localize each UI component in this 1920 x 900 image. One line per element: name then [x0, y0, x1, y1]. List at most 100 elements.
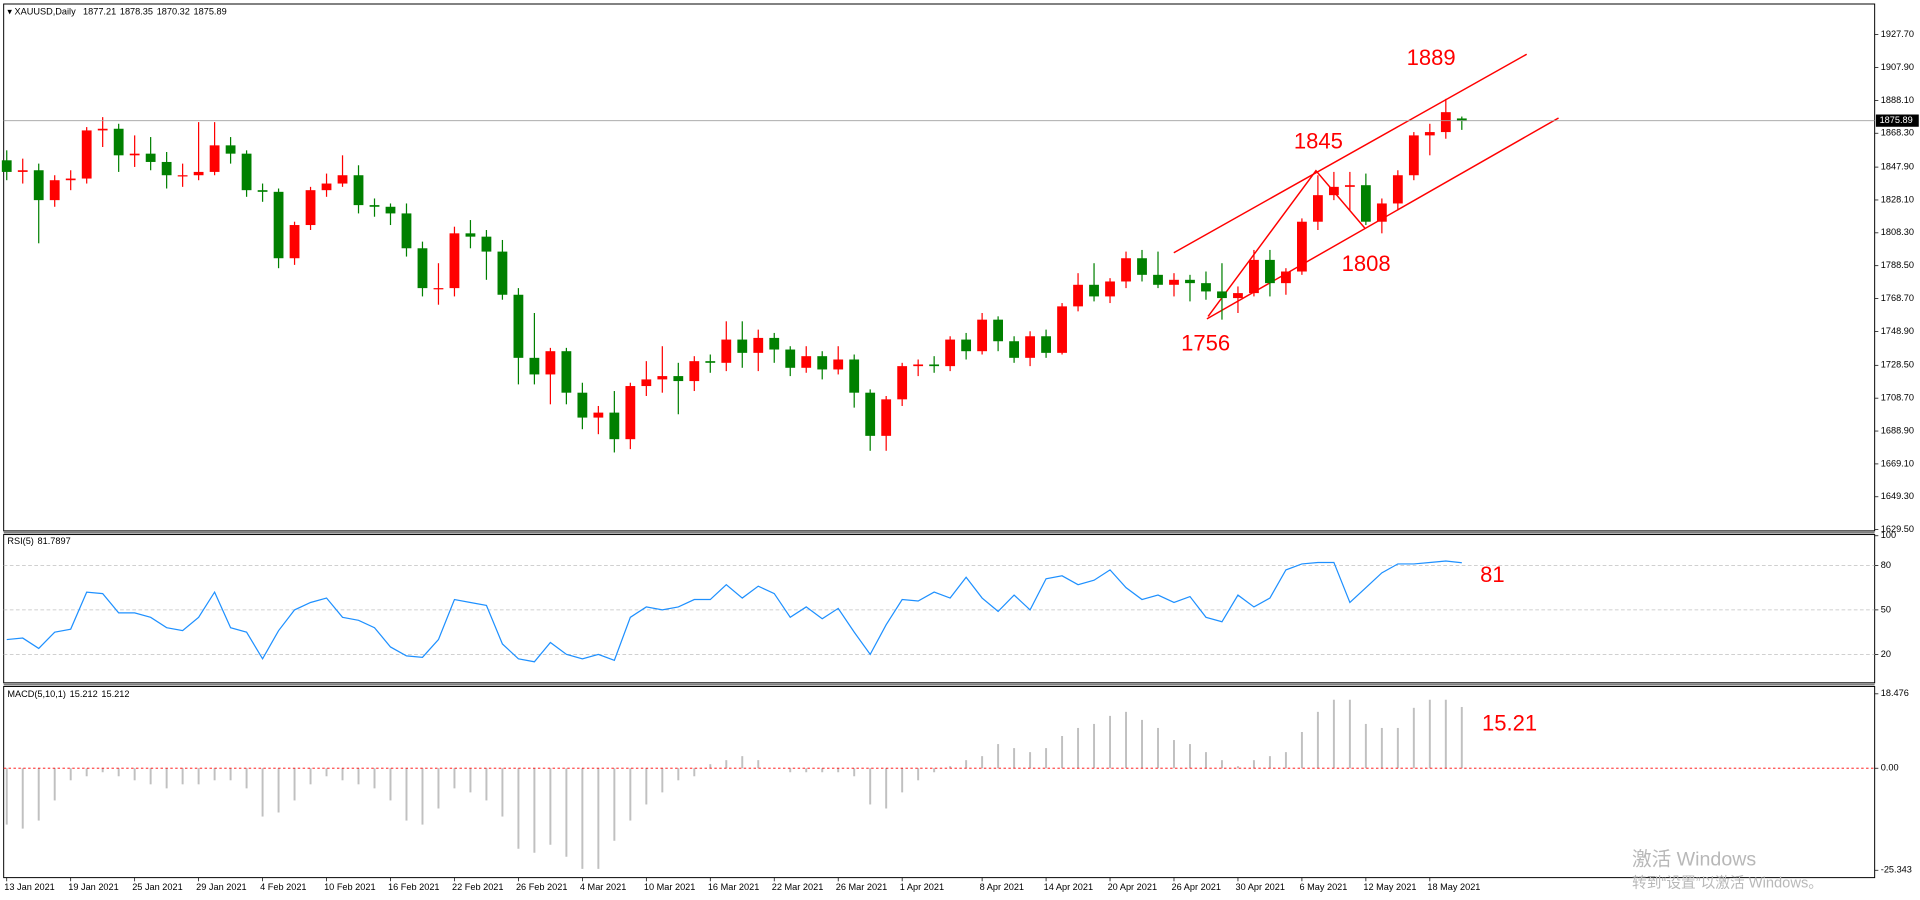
candle-body	[337, 175, 348, 184]
rsi-value: 81.7897	[38, 536, 71, 546]
x-tick-label: 26 Feb 2021	[516, 882, 568, 892]
candle-body	[1, 160, 12, 172]
annotation: 81	[1480, 562, 1505, 587]
y-tick-label: 1868.30	[1881, 128, 1914, 138]
x-tick-label: 1 Apr 2021	[900, 882, 944, 892]
candle-body	[993, 319, 1004, 342]
y-tick-label: 80	[1881, 560, 1891, 570]
candle-body	[609, 412, 620, 440]
candle-body	[881, 399, 892, 436]
candle-body	[17, 170, 28, 172]
candle-body	[961, 339, 972, 352]
x-tick-label: 14 Apr 2021	[1044, 882, 1093, 892]
candle-body	[1344, 185, 1355, 187]
main-readout: ▾ XAUUSD,Daily 1877.21 1878.35 1870.32 1875.…	[7, 7, 226, 17]
candle-body	[1217, 291, 1227, 299]
candle-body	[1424, 132, 1435, 136]
x-tick-label: 26 Mar 2021	[836, 882, 888, 892]
ohlc-high: 1878.35	[120, 7, 153, 17]
zigzag	[1207, 169, 1366, 317]
y-tick-label: 20	[1881, 649, 1891, 659]
candle-body	[1313, 195, 1323, 222]
candle-body	[673, 376, 684, 382]
candle-body	[945, 339, 956, 367]
candle-body	[369, 205, 380, 207]
candle-body	[753, 337, 764, 353]
x-tick-label: 6 May 2021	[1299, 882, 1347, 892]
candle-body	[1360, 185, 1371, 222]
candle-body	[849, 359, 860, 393]
candle-body	[449, 233, 460, 289]
candle-body	[1297, 221, 1307, 272]
candle-body	[49, 180, 60, 201]
candle-body	[817, 356, 828, 370]
candle-body	[1153, 274, 1163, 285]
x-tick-label: 29 Jan 2021	[196, 882, 247, 892]
candle-body	[865, 392, 876, 436]
price-box	[1875, 114, 1919, 127]
ohlc-close: 1875.89	[194, 7, 227, 17]
candle-body	[145, 153, 156, 162]
candle-body	[769, 337, 780, 350]
rsi-panel	[3, 534, 1876, 684]
candle-body	[545, 351, 556, 375]
candle-body	[785, 349, 796, 368]
watermark-title: 激活 Windows	[1632, 849, 1756, 871]
candle-body	[977, 319, 988, 352]
x-tick-label: 26 Apr 2021	[1172, 882, 1221, 892]
candle-body	[1121, 258, 1131, 282]
rsi-title: RSI(5)	[7, 536, 34, 546]
y-tick-label: 18.476	[1881, 688, 1909, 698]
y-tick-label: 1649.30	[1881, 491, 1914, 501]
macd-signal: 15.212	[101, 689, 129, 699]
candle-body	[465, 233, 476, 237]
candle-body	[529, 357, 540, 375]
candle-body	[273, 191, 284, 259]
candle-body	[81, 130, 92, 179]
candle-body	[1089, 284, 1099, 297]
candle-body	[353, 175, 364, 206]
ohlc-low: 1870.32	[157, 7, 190, 17]
y-tick-label: 1828.10	[1881, 194, 1914, 204]
candle-body	[641, 379, 652, 387]
x-tick-label: 22 Feb 2021	[452, 882, 504, 892]
candle-body	[1169, 279, 1179, 285]
candle-body	[33, 170, 44, 201]
candle-body	[689, 361, 700, 382]
y-tick-label: 1888.10	[1881, 95, 1914, 105]
x-tick-label: 20 Apr 2021	[1108, 882, 1157, 892]
y-tick-label: 1907.90	[1881, 62, 1914, 72]
annotation: 1808	[1342, 251, 1391, 276]
candle-body	[737, 339, 748, 353]
x-tick-label: 8 Apr 2021	[980, 882, 1024, 892]
y-tick-label: 50	[1881, 604, 1891, 614]
candle-body	[1137, 258, 1147, 275]
candle-body	[289, 225, 300, 259]
candle-body	[113, 128, 124, 156]
x-tick-label: 4 Mar 2021	[580, 882, 626, 892]
candle-body	[321, 183, 332, 191]
main-panel	[3, 3, 1876, 532]
macd-panel	[3, 685, 1876, 879]
candle-body	[481, 236, 492, 252]
x-tick-label: 12 May 2021	[1363, 882, 1416, 892]
macd-title: MACD(5,10,1)	[7, 689, 66, 699]
candle-body	[209, 145, 220, 172]
candle-body	[193, 171, 204, 176]
y-tick-label: 1748.90	[1881, 326, 1914, 336]
x-tick-label: 10 Feb 2021	[324, 882, 376, 892]
candle-body	[833, 359, 844, 370]
candle-body	[257, 190, 268, 192]
price-label: 1875.89	[1880, 115, 1913, 125]
candle-body	[305, 190, 316, 226]
x-tick-label: 13 Jan 2021	[4, 882, 55, 892]
ohlc-open: 1877.21	[83, 7, 116, 17]
y-tick-label: 0.00	[1881, 763, 1899, 773]
rsi-line	[6, 560, 1462, 663]
candle-body	[1057, 306, 1067, 353]
watermark-text: 转到“设置”以激活 Windows。	[1632, 875, 1823, 892]
channel-upper	[1173, 53, 1528, 254]
y-tick-label: 1768.70	[1881, 293, 1914, 303]
symbol: XAUUSD,Daily	[15, 7, 77, 17]
